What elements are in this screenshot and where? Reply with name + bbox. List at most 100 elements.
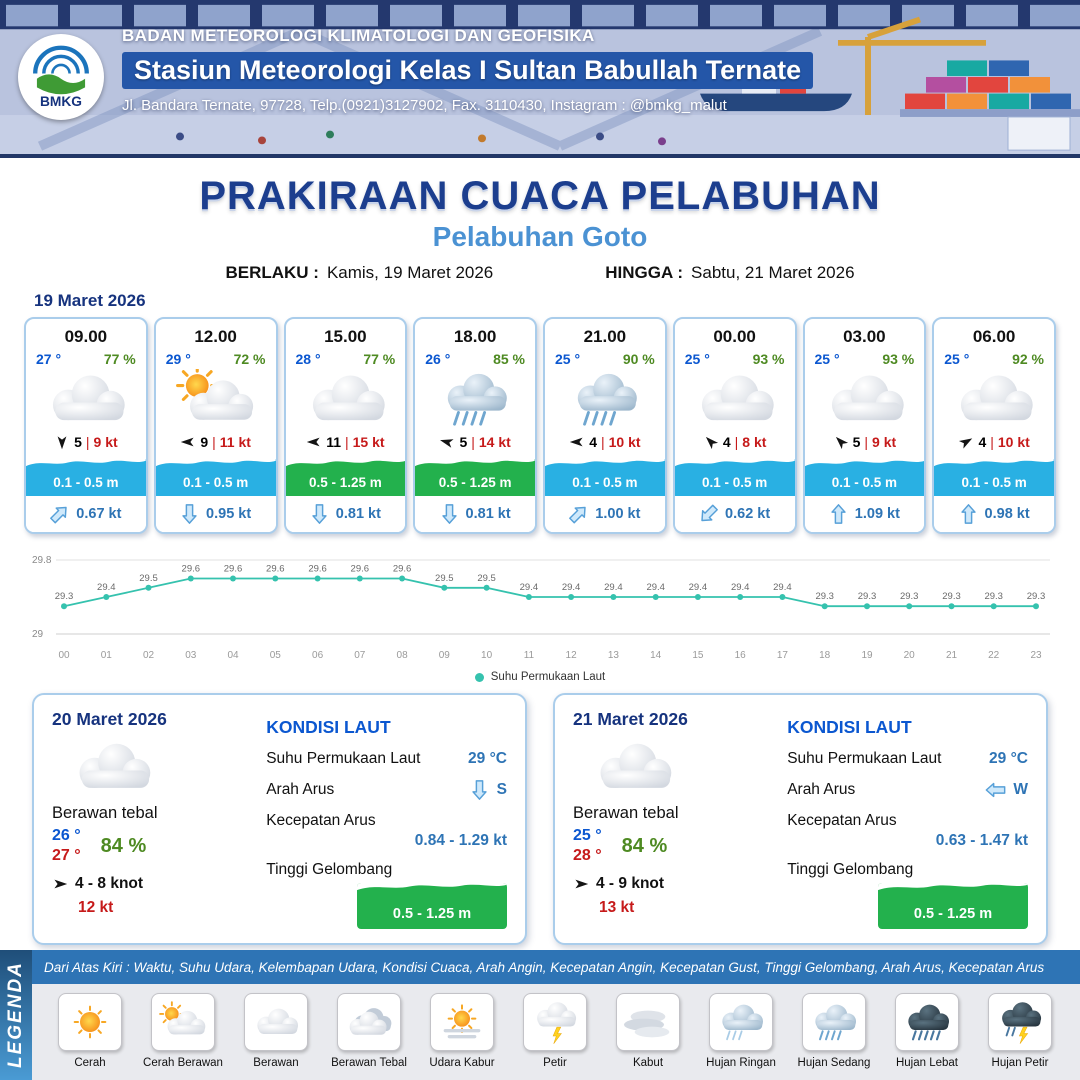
temp-humidity-row: 25 ° 93 % <box>675 349 795 367</box>
svg-text:16: 16 <box>735 650 747 661</box>
weather-icon <box>675 367 795 431</box>
air-temperature: 29 ° <box>165 351 191 367</box>
current-direction-icon <box>985 781 1007 800</box>
legend-weather-icon <box>151 993 215 1051</box>
title-section: PRAKIRAAN CUACA PELABUHAN Pelabuhan Goto… <box>0 158 1080 283</box>
legend-item: Kabut <box>604 993 692 1069</box>
weather-icon <box>64 738 160 796</box>
hourly-section: 19 Maret 2026 09.00 27 ° 77 % 5 | 9 kt 0… <box>0 291 1080 534</box>
validity-spacer <box>501 263 597 283</box>
wind-gust: 10 kt <box>608 434 641 450</box>
svg-text:29.3: 29.3 <box>815 591 834 602</box>
legend-item-label: Cerah <box>74 1057 106 1069</box>
current-direction-icon <box>180 503 199 525</box>
svg-text:17: 17 <box>777 650 789 661</box>
weather-icon <box>805 367 925 431</box>
sea-conditions: KONDISI LAUT Suhu Permukaan Laut 29 °C A… <box>266 709 507 929</box>
daily-section: 20 Maret 2026 Berawan tebal 26 ° 27 ° 84… <box>0 693 1080 945</box>
svg-text:15: 15 <box>692 650 704 661</box>
current-direction-label: Arah Arus <box>266 781 335 798</box>
temp-humidity-row: 25 ° 90 % <box>545 349 665 367</box>
wind-gust: 9 kt <box>872 434 897 450</box>
legend-dot-icon <box>474 672 484 682</box>
current-row: 1.09 kt <box>804 496 925 532</box>
svg-text:18: 18 <box>819 650 831 661</box>
current-speed: 0.95 kt <box>206 506 252 522</box>
page-title: PRAKIRAAN CUACA PELABUHAN <box>199 174 881 218</box>
legend-item: Berawan Tebal <box>325 993 413 1069</box>
wind-direction-icon <box>700 431 723 454</box>
svg-text:05: 05 <box>270 650 282 661</box>
wind-direction-icon <box>180 434 196 450</box>
humidity: 93 % <box>882 351 915 367</box>
svg-text:29.5: 29.5 <box>139 573 158 584</box>
svg-text:01: 01 <box>101 650 113 661</box>
humidity: 85 % <box>493 351 525 367</box>
temp-max: 28 ° <box>573 847 602 864</box>
wind-separator: | <box>212 434 216 450</box>
chart-legend: Suhu Permukaan Laut <box>30 671 1050 683</box>
legend-weather-icon <box>523 993 587 1051</box>
wind-direction-icon <box>956 431 978 453</box>
wind-gust: 12 kt <box>78 899 114 916</box>
humidity: 92 % <box>1012 351 1044 367</box>
air-temperature: 26 ° <box>425 351 451 367</box>
legend-item: Hujan Petir <box>976 993 1064 1069</box>
chart-legend-label: Suhu Permukaan Laut <box>490 671 606 683</box>
wind-separator: | <box>85 434 90 450</box>
wave-crest <box>357 883 507 891</box>
wind-direction-icon <box>829 431 852 454</box>
harbor-illustration <box>0 0 1080 154</box>
forecast-time: 03.00 <box>843 327 886 346</box>
sea-conditions-title: KONDISI LAUT <box>787 717 912 737</box>
svg-text:29.3: 29.3 <box>942 591 961 602</box>
svg-text:11: 11 <box>524 650 535 661</box>
legend-item-label: Udara Kabur <box>429 1057 495 1069</box>
wind-row: 5 | 9 kt <box>26 431 146 459</box>
temp-humidity-row: 29 ° 72 % <box>156 349 276 367</box>
sea-conditions: KONDISI LAUT Suhu Permukaan Laut 29 °C A… <box>787 709 1028 929</box>
current-direction-value: S <box>496 781 507 798</box>
svg-text:02: 02 <box>143 650 155 661</box>
air-temperature: 25 ° <box>944 351 970 367</box>
wave-height-band: 0.1 - 0.5 m <box>155 458 276 496</box>
legend-weather-icon <box>895 993 959 1051</box>
current-speed-value: 0.84 - 1.29 kt <box>414 832 507 849</box>
wind-speed: 5 <box>74 434 82 450</box>
svg-text:29.8: 29.8 <box>32 555 52 566</box>
valid-to-value: Sabtu, 21 Maret 2026 <box>691 263 855 282</box>
valid-from-value: Kamis, 19 Maret 2026 <box>326 263 494 282</box>
wind-direction-icon <box>573 876 589 892</box>
current-row: 0.95 kt <box>155 496 276 532</box>
bmkg-logo-text: BMKG <box>40 94 82 109</box>
current-direction-icon <box>694 500 723 529</box>
legend-weather-icon <box>244 993 308 1051</box>
current-direction-icon <box>959 503 978 525</box>
wave-height: 0.1 - 0.5 m <box>701 475 768 490</box>
svg-text:13: 13 <box>608 650 620 661</box>
temp-min: 25 ° <box>573 827 602 844</box>
wind-row: 5 | 14 kt <box>415 431 535 459</box>
weather-icon <box>415 367 535 431</box>
wave-crest <box>804 458 925 467</box>
header-text: BADAN METEOROLOGI KLIMATOLOGI DAN GEOFIS… <box>122 26 814 114</box>
wind-gust: 15 kt <box>352 434 385 450</box>
forecast-time: 15.00 <box>324 327 367 346</box>
hourly-forecast-card: 00.00 25 ° 93 % 4 | 8 kt 0.1 - 0.5 m 0.6… <box>672 317 797 534</box>
wind-separator: | <box>864 434 869 450</box>
wave-height-band: 0.1 - 0.5 m <box>804 458 925 496</box>
sst-label: Suhu Permukaan Laut <box>266 750 421 767</box>
legend-section: LEGENDA Dari Atas Kiri : Waktu, Suhu Uda… <box>0 950 1080 1080</box>
forecast-time: 21.00 <box>583 327 627 346</box>
legend-item-label: Hujan Petir <box>991 1057 1049 1069</box>
legend-item: Cerah Berawan <box>139 993 227 1069</box>
wave-height: 0.1 - 0.5 m <box>961 475 1027 490</box>
svg-text:29.3: 29.3 <box>858 591 877 602</box>
wave-height: 0.1 - 0.5 m <box>831 475 898 490</box>
svg-text:03: 03 <box>185 650 197 661</box>
wind-row: 5 | 9 kt <box>805 431 925 459</box>
air-temperature: 28 ° <box>295 351 321 367</box>
agency-name: BADAN METEOROLOGI KLIMATOLOGI DAN GEOFIS… <box>122 26 595 45</box>
current-row: 0.67 kt <box>26 496 146 532</box>
current-row: 0.98 kt <box>934 496 1054 532</box>
